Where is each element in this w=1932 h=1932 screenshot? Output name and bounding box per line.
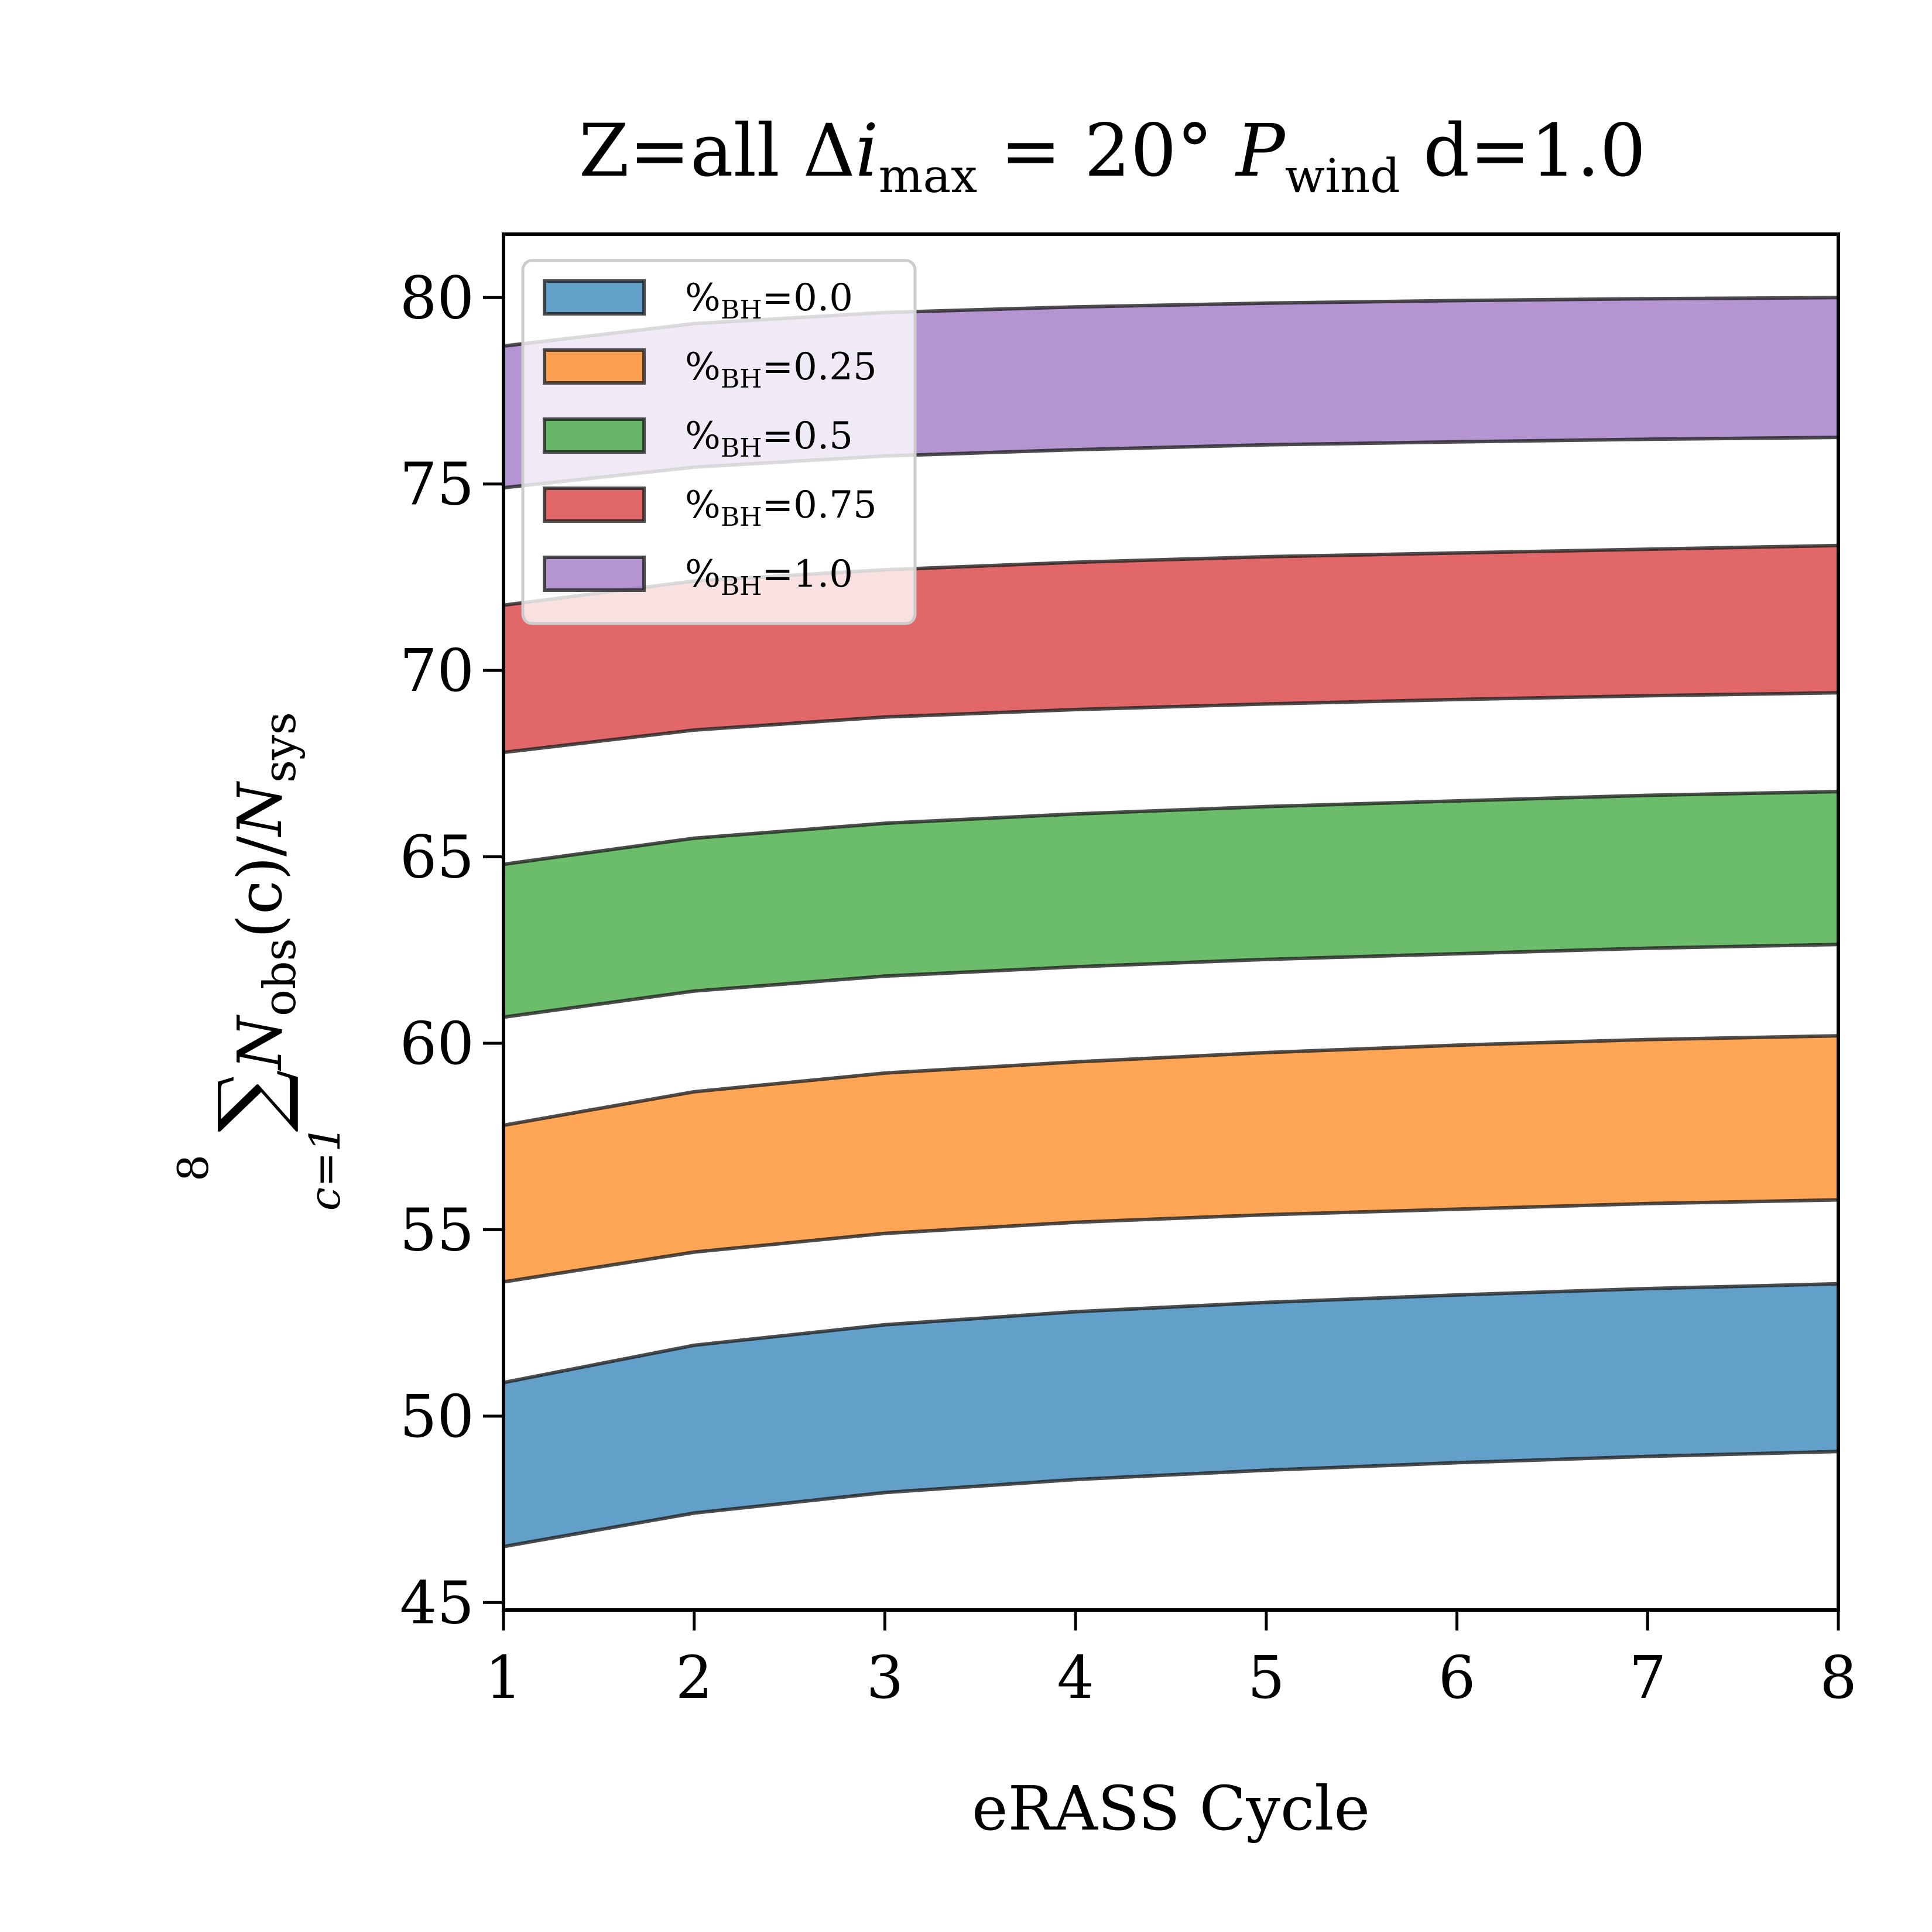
ylabel-arg: (c)/ [224, 835, 296, 938]
x-tick-label: 8 [1820, 1643, 1857, 1712]
y-tick-label: 70 [400, 636, 474, 705]
title-p-sub: wind [1285, 149, 1400, 203]
ylabel-sum: ∑ [200, 1070, 302, 1132]
title-mid: = 20° [977, 109, 1236, 193]
title-prefix: Z=all Δ [579, 109, 855, 193]
band-2-lower-edge [503, 943, 1839, 1019]
y-tick-label: 50 [400, 1382, 474, 1451]
ylabel-n2-sub: sys [254, 712, 306, 783]
y-axis-label: ∑Nobs(c)/Nsys 8 c=1 [169, 712, 350, 1211]
legend-label-2: %BH=0.5 [685, 415, 853, 463]
band-3-lower-edge [503, 691, 1839, 755]
ylabel-n1: N [224, 1015, 296, 1071]
y-tick-label: 55 [400, 1195, 474, 1264]
legend-swatch-2 [543, 417, 646, 454]
title-i: i [855, 109, 879, 193]
title-p: P [1235, 109, 1286, 193]
title-i-sub: max [879, 149, 978, 203]
ylabel-sum-upper: 8 [169, 1155, 218, 1181]
legend: %BH=0.0 %BH=0.25 %BH=0.5 %BH=0.75 %BH=1.0 [521, 259, 917, 625]
x-tick-label: 7 [1629, 1643, 1666, 1712]
legend-label-1: %BH=0.25 [685, 345, 877, 394]
legend-label-4: %BH=1.0 [685, 553, 853, 601]
x-axis-ticks: 1 2 3 4 5 6 7 8 [485, 1610, 1857, 1712]
band-0-upper-edge [503, 1282, 1839, 1385]
band-2-upper-edge [503, 790, 1839, 866]
ylabel-sum-lower: c=1 [300, 1125, 350, 1211]
chart-title: Z=all Δimax = 20° Pwind d=1.0 [579, 109, 1646, 203]
band-1 [503, 1036, 1838, 1282]
legend-swatch-4 [543, 556, 646, 592]
y-tick-label: 60 [400, 1009, 474, 1078]
y-tick-label: 75 [400, 450, 474, 519]
ylabel-n2: N [224, 781, 296, 838]
legend-label-3: %BH=0.75 [685, 484, 877, 532]
band-1-lower-edge [503, 1198, 1839, 1284]
legend-label-0: %BH=0.0 [685, 276, 853, 325]
y-tick-label: 65 [400, 823, 474, 892]
x-axis-label: eRASS Cycle [972, 1773, 1370, 1844]
y-tick-label: 45 [400, 1568, 474, 1637]
title-suffix: d=1.0 [1400, 109, 1646, 193]
x-tick-label: 2 [676, 1643, 713, 1712]
band-0-lower-edge [503, 1450, 1839, 1549]
x-tick-label: 5 [1248, 1643, 1285, 1712]
legend-swatch-1 [543, 348, 646, 385]
legend-swatch-0 [543, 279, 646, 316]
y-tick-label: 80 [400, 263, 474, 332]
y-axis-ticks: 45 50 55 60 65 70 75 80 [400, 263, 503, 1637]
band-1-upper-edge [503, 1034, 1839, 1128]
x-tick-label: 6 [1438, 1643, 1476, 1712]
x-tick-label: 3 [866, 1643, 904, 1712]
plot-frame [502, 232, 1840, 1612]
band-0 [503, 1283, 1838, 1547]
x-tick-label: 1 [485, 1643, 522, 1712]
x-tick-label: 4 [1057, 1643, 1094, 1712]
svg-text:∑Nobs(c)/Nsys: ∑Nobs(c)/Nsys [200, 712, 306, 1132]
ylabel-n1-sub: obs [254, 938, 306, 1016]
band-2 [503, 792, 1838, 1018]
legend-swatch-3 [543, 487, 646, 523]
